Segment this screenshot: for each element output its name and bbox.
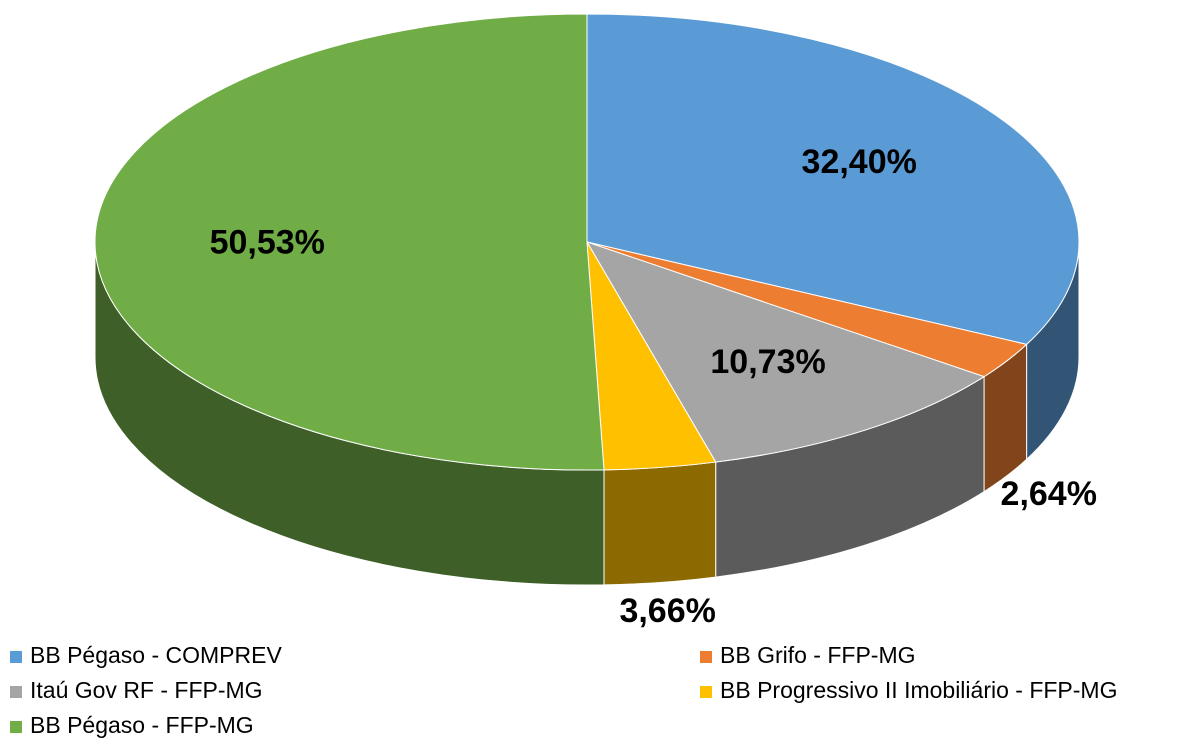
legend-label: BB Pégaso - FFP-MG bbox=[30, 712, 254, 738]
slice bbox=[94, 13, 605, 471]
legend-swatch bbox=[10, 686, 22, 698]
legend-swatch bbox=[10, 721, 22, 733]
legend-swatch bbox=[10, 651, 22, 663]
legend-label: Itaú Gov RF - FFP-MG bbox=[30, 677, 263, 703]
slice bbox=[586, 13, 1080, 345]
legend-label: BB Pégaso - COMPREV bbox=[30, 642, 282, 668]
data-label: 10,73% bbox=[710, 343, 825, 381]
data-label: 32,40% bbox=[802, 143, 917, 181]
data-label: 3,66% bbox=[619, 592, 715, 630]
data-label: 2,64% bbox=[1001, 475, 1097, 513]
data-label: 50,53% bbox=[210, 224, 325, 262]
legend-swatch bbox=[700, 651, 712, 663]
legend-label: BB Grifo - FFP-MG bbox=[720, 642, 916, 668]
legend-label: BB Progressivo II Imobiliário - FFP-MG bbox=[720, 677, 1117, 703]
legend-swatch bbox=[700, 686, 712, 698]
slice-side bbox=[603, 461, 717, 586]
slice bbox=[585, 241, 986, 463]
